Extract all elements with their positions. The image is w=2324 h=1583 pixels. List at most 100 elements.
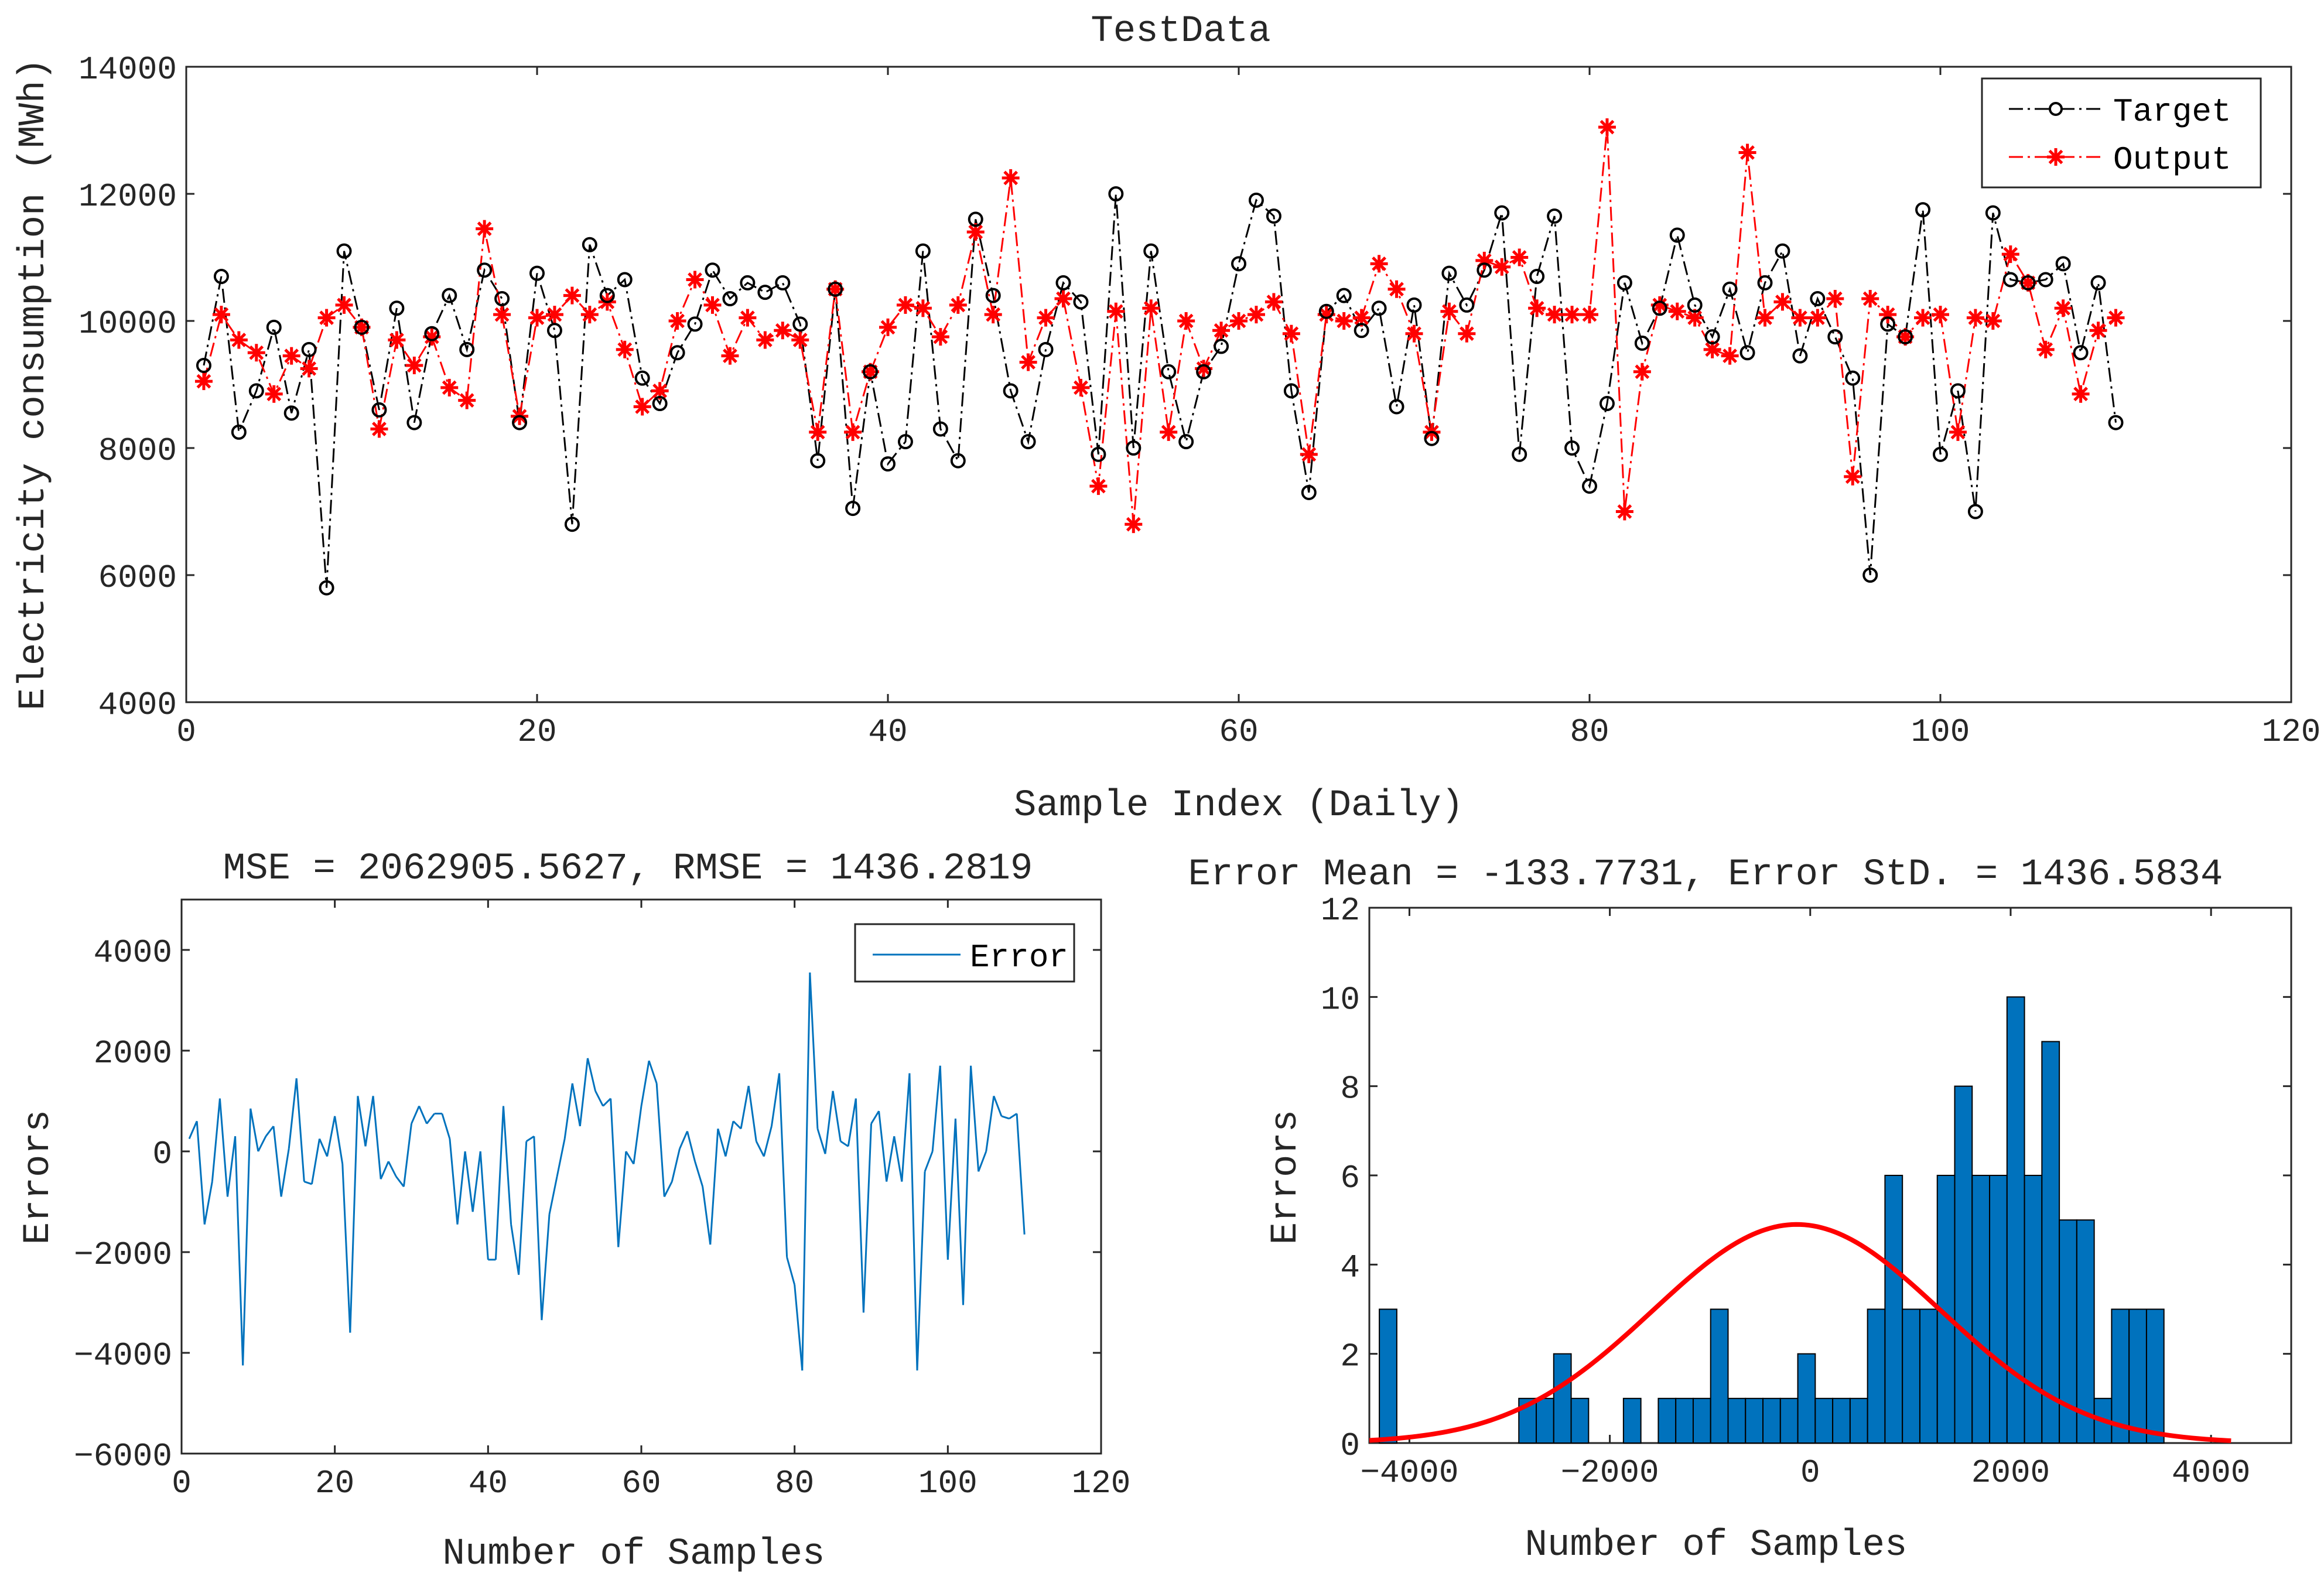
target-point — [1634, 335, 1650, 351]
normal-fit-curve — [1369, 1222, 2231, 1444]
output-point-stroke — [845, 425, 860, 440]
output-point — [563, 286, 581, 305]
error-segment — [763, 1126, 773, 1157]
target-point — [1073, 294, 1089, 310]
target-point — [2073, 345, 2089, 361]
output-point-stroke — [2056, 300, 2071, 316]
hist-xtick-label: 2000 — [1971, 1454, 2050, 1492]
target-point — [231, 424, 247, 440]
output-point-stroke — [547, 307, 562, 322]
output-point-stroke — [1687, 310, 1703, 325]
output-point — [1966, 309, 1984, 327]
hist-bar — [1797, 1353, 1816, 1444]
test-xtick-label: 100 — [1911, 713, 1970, 751]
hist-bar — [1971, 1175, 1991, 1444]
error-segment — [188, 1120, 198, 1140]
output-point — [440, 378, 459, 396]
legend-output-star — [2047, 148, 2065, 166]
hist-bar — [2128, 1308, 2147, 1444]
output-point-stroke — [1775, 295, 1790, 309]
target-point — [1354, 323, 1369, 339]
output-point — [370, 420, 388, 438]
target-point — [1494, 205, 1510, 221]
output-point — [2072, 385, 2090, 403]
error-segment — [901, 1073, 911, 1182]
error-xtick-label: 20 — [315, 1465, 354, 1502]
output-point — [1160, 423, 1178, 441]
target-point — [705, 262, 720, 278]
error-segment — [832, 1090, 842, 1142]
target-point — [1985, 205, 2001, 221]
target-point — [968, 211, 983, 227]
target-point — [634, 370, 650, 386]
output-point-stroke — [1547, 307, 1562, 322]
test-series — [194, 118, 2125, 596]
output-point — [212, 306, 230, 324]
output-point — [300, 360, 318, 378]
output-point — [1054, 290, 1072, 308]
output-point — [580, 306, 599, 324]
output-point-stroke — [1337, 313, 1352, 329]
output-point-stroke — [249, 345, 264, 360]
target-point — [248, 383, 264, 399]
target-point — [1950, 383, 1966, 399]
output-point — [1773, 293, 1792, 311]
output-point-stroke — [1214, 323, 1229, 338]
target-point — [371, 402, 387, 418]
error-segment — [563, 1083, 573, 1139]
output-point — [703, 296, 722, 314]
output-point-stroke — [214, 307, 229, 322]
error-segment — [464, 1151, 474, 1212]
target-point — [775, 275, 791, 290]
target-point — [1371, 300, 1387, 316]
output-point-stroke — [1178, 313, 1194, 329]
error-segment — [939, 1065, 949, 1260]
output-point — [1721, 347, 1739, 365]
output-point-stroke — [688, 272, 702, 287]
target-point — [1406, 297, 1422, 313]
legend-output-marker — [2047, 148, 2065, 166]
output-point — [1984, 312, 2002, 330]
output-point — [1089, 477, 1108, 495]
target-point — [2090, 275, 2106, 290]
error-segment — [418, 1106, 428, 1124]
output-point-stroke — [1038, 310, 1053, 325]
error-segment — [548, 1176, 558, 1215]
error-segment — [395, 1176, 405, 1188]
output-point-stroke — [898, 298, 913, 313]
output-point-stroke — [1950, 425, 1966, 440]
target-point — [1301, 484, 1317, 500]
test-xtick-label: 0 — [176, 713, 196, 751]
output-point — [791, 331, 809, 349]
legend-output-star-stroke — [2048, 149, 2063, 165]
output-point — [1037, 309, 1055, 327]
target-point — [950, 453, 966, 469]
error-segment — [847, 1098, 857, 1147]
target-point — [1283, 383, 1299, 399]
error-segment — [594, 1090, 604, 1107]
output-point — [931, 328, 949, 346]
error-segment — [203, 1181, 213, 1225]
hist-bar — [1919, 1308, 1938, 1444]
output-point — [1510, 248, 1529, 266]
error-segment — [855, 1098, 864, 1313]
error-segment — [809, 972, 819, 1129]
target-point — [1792, 348, 1808, 364]
output-point — [1405, 324, 1423, 343]
error-segment — [962, 1065, 972, 1305]
test-ticks: 0 20 40 60 80 100 120 4000 6000 8000 10000 12000 140… — [78, 51, 2320, 751]
error-ytick-label: −4000 — [74, 1337, 172, 1375]
output-point-stroke — [1301, 447, 1317, 462]
error-segment — [663, 1181, 673, 1198]
target-point — [389, 300, 405, 316]
target-point — [1757, 275, 1773, 290]
output-point-stroke — [529, 310, 545, 325]
output-point — [282, 347, 300, 365]
error-segment — [801, 972, 811, 1371]
target-point — [617, 272, 633, 288]
hist-bar — [1675, 1397, 1694, 1444]
output-point — [1177, 312, 1195, 330]
target-point — [932, 421, 948, 437]
output-point — [1458, 324, 1476, 343]
output-point-stroke — [1635, 364, 1650, 379]
